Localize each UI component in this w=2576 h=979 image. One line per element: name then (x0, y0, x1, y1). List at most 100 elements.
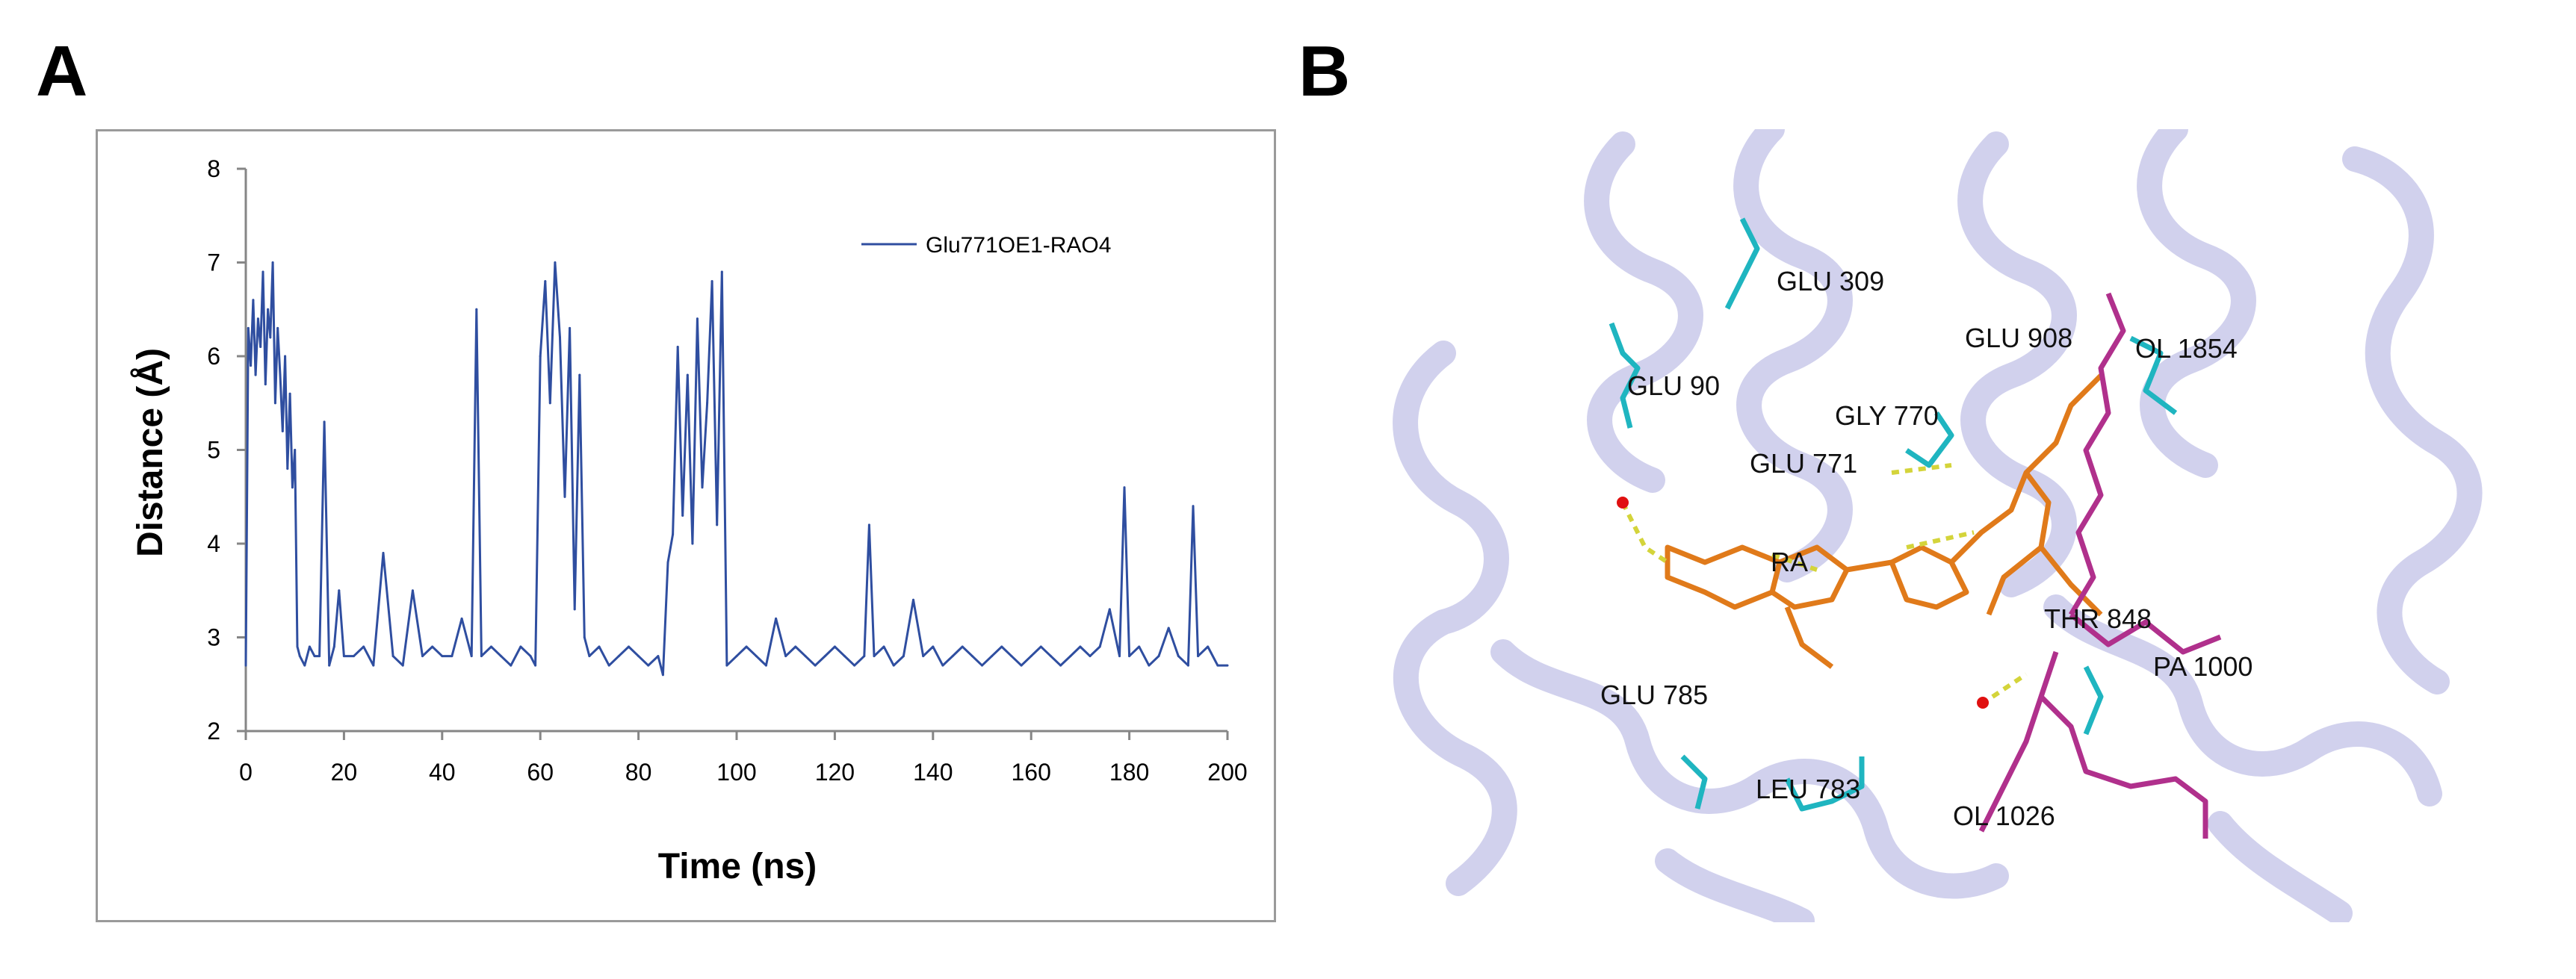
data-point (254, 373, 257, 376)
data-point (353, 655, 355, 658)
water-molecule (1617, 497, 1629, 509)
data-point (1148, 664, 1151, 667)
x-tick-label: 20 (331, 759, 358, 786)
data-point (775, 617, 778, 620)
data-point (303, 664, 306, 667)
data-point (269, 336, 272, 339)
data-point (401, 664, 404, 667)
y-tick-label: 4 (207, 530, 220, 557)
y-axis-title: Distance (Å) (130, 348, 170, 557)
water-molecule (1977, 697, 1989, 709)
label-gly770: GLY 770 (1835, 400, 1939, 431)
data-point (244, 664, 247, 667)
data-point (932, 645, 935, 648)
data-point (519, 645, 522, 648)
hbond (1906, 530, 1975, 550)
data-point (941, 664, 944, 667)
label-thr848: THR 848 (2044, 603, 2152, 634)
data-point (583, 636, 586, 638)
data-point (981, 664, 983, 667)
helix-ribbon (2208, 811, 2353, 922)
data-point (912, 598, 914, 601)
y-tick-label: 2 (207, 718, 220, 745)
data-point (460, 617, 463, 620)
data-point (628, 645, 630, 648)
data-point (681, 514, 684, 517)
helix-ribbon (2342, 146, 2483, 694)
data-point (256, 317, 259, 320)
x-tick-label: 160 (1012, 759, 1051, 786)
label-glu908: GLU 908 (1965, 323, 2072, 353)
data-point (276, 326, 279, 329)
data-point (500, 655, 503, 658)
helix-ribbon (1584, 131, 1703, 493)
data-point (710, 280, 713, 283)
ligand-ra (1665, 373, 2103, 669)
data-point (706, 402, 709, 405)
ligand-bonds (1665, 373, 2103, 669)
data-point (823, 655, 826, 658)
x-tick-label: 0 (239, 759, 253, 786)
data-point (637, 655, 640, 658)
helix-ribbon (1957, 131, 2077, 597)
x-tick-label: 200 (1207, 759, 1247, 786)
distance-chart: 2 3 4 5 6 7 8 0 20 40 60 80 100 120 140 160 180 200 Dist… (130, 155, 1248, 886)
panel-label-b: B (1298, 31, 1351, 111)
data-point (991, 655, 994, 658)
data-point (544, 280, 547, 283)
data-point (391, 655, 394, 658)
data-point (411, 589, 414, 592)
data-point (250, 364, 253, 367)
data-point (1050, 655, 1052, 658)
data-point (1030, 655, 1032, 658)
data-point (745, 645, 748, 648)
data-point (1138, 645, 1141, 648)
y-tick-label: 6 (207, 343, 220, 370)
data-point (720, 270, 723, 273)
data-point (559, 336, 561, 339)
sticks-glu90 (1609, 322, 1641, 429)
data-point (764, 664, 767, 667)
legend-label: Glu771OE1-RAO4 (926, 233, 1111, 258)
data-point (696, 317, 699, 320)
data-point (441, 655, 444, 658)
y-tick-label: 8 (207, 155, 220, 182)
data-point (480, 655, 483, 658)
data-point (701, 486, 704, 489)
data-point (247, 326, 250, 329)
data-point (284, 355, 287, 358)
data-point (382, 552, 385, 554)
data-point (961, 645, 964, 648)
series-layer (244, 261, 1229, 677)
data-point (332, 645, 335, 648)
data-point (534, 664, 537, 667)
x-tick-label: 120 (815, 759, 855, 786)
data-point (607, 664, 610, 667)
data-point (672, 533, 675, 535)
data-point (814, 664, 817, 667)
sticks-glu785 (1680, 754, 1708, 809)
data-point (298, 655, 301, 658)
data-point (1192, 505, 1195, 508)
y-tick-label: 3 (207, 624, 220, 651)
data-point (1186, 664, 1189, 667)
data-point (1118, 655, 1121, 658)
data-point (563, 495, 566, 498)
hbond (1620, 501, 1669, 565)
panel-label-a: A (36, 31, 88, 111)
data-point (271, 261, 274, 264)
data-point (294, 449, 297, 451)
data-point (970, 655, 973, 658)
sticks-leu783 (1784, 756, 1865, 812)
helix-ribbon (1655, 848, 1815, 922)
data-point (657, 655, 660, 658)
data-point (716, 523, 719, 526)
data-point (362, 645, 365, 648)
data-point (666, 561, 669, 564)
label-ra: RA (1771, 547, 1808, 577)
data-point (328, 664, 331, 667)
x-tick-label: 60 (527, 759, 554, 786)
structure-svg: GLU 309 GLU 908 OL 1854 GLU 90 GLY 770 G… (1393, 129, 2483, 922)
x-axis-title: Time (ns) (658, 847, 817, 886)
series-line (244, 261, 1227, 677)
